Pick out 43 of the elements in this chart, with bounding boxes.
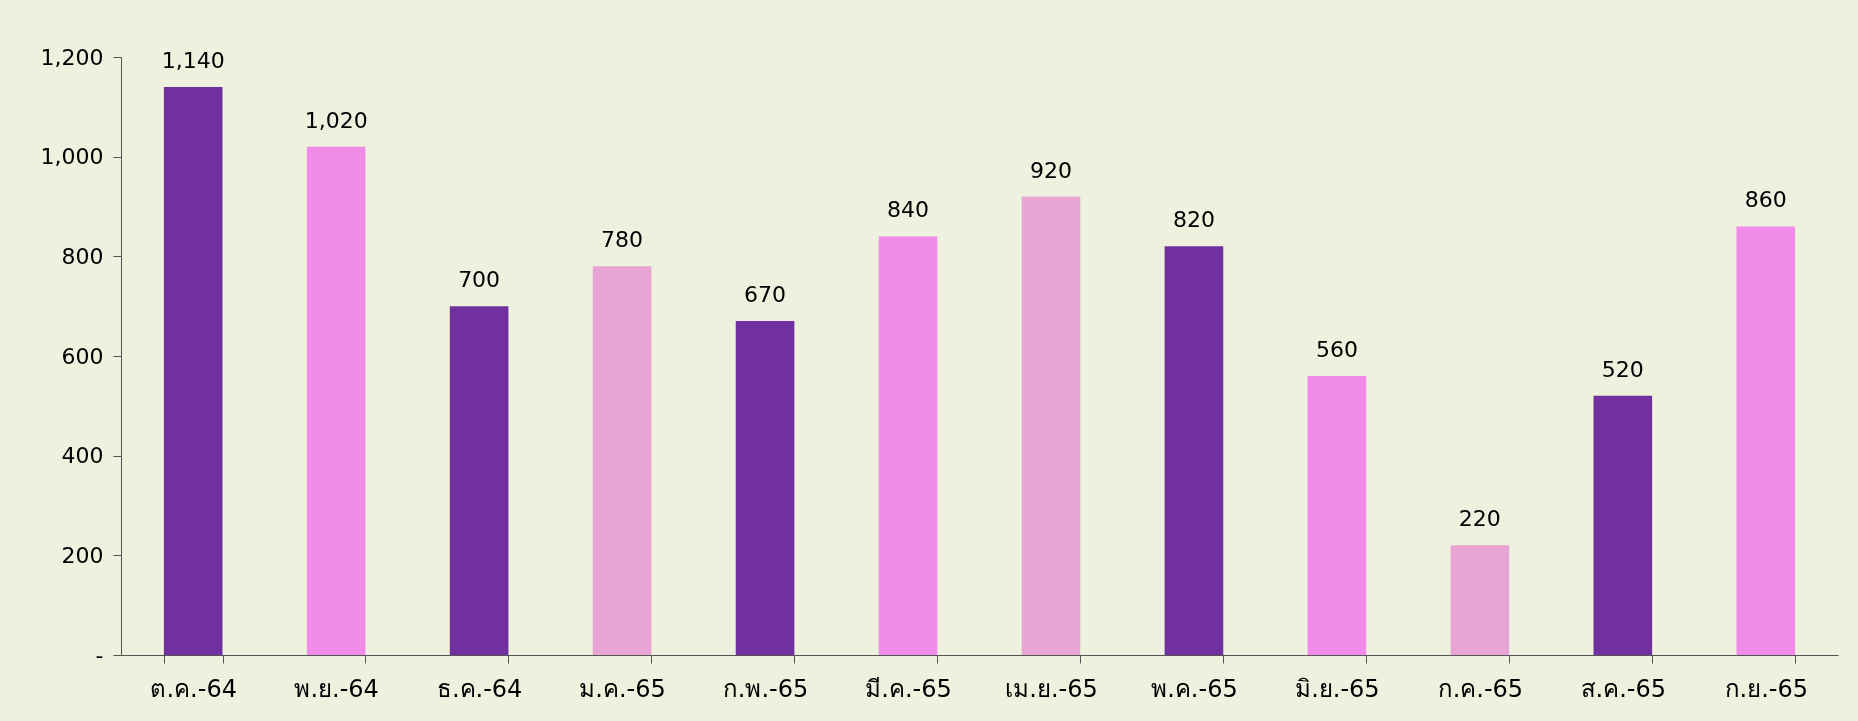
data-label: 670 [744,282,787,308]
x-tick-label: ก.พ.-65 [722,674,809,703]
bar [306,146,366,655]
bar [1736,226,1796,655]
x-tick-label: ก.ย.-65 [1724,674,1809,703]
y-tick-label: 1,200 [40,44,104,70]
x-tick-label: ธ.ค.-64 [436,674,523,703]
bar [592,266,652,655]
data-label: 1,140 [161,47,225,73]
data-label: 560 [1315,336,1358,362]
y-tick-label: 1,000 [40,144,104,170]
y-tick-label: - [95,642,104,668]
x-tick-label: ส.ค.-65 [1580,674,1667,703]
x-tick-label: ม.ค.-65 [579,674,666,703]
bar [449,306,509,655]
data-label: 860 [1744,187,1787,213]
data-label: 840 [887,197,930,223]
x-tick-label: มี.ค.-65 [865,674,952,703]
data-label: 220 [1458,506,1501,532]
data-label: 1,020 [304,107,368,133]
x-tick-label: เม.ย.-65 [1005,674,1098,703]
y-tick-label: 200 [61,542,104,568]
bar [1021,196,1081,655]
bar [1450,545,1510,655]
y-tick-label: 600 [61,343,104,369]
bar [1593,395,1653,655]
bar [735,321,795,655]
x-tick-label: พ.ย.-64 [294,674,379,703]
y-tick-label: 800 [61,243,104,269]
data-label: 700 [458,267,501,293]
x-tick-label: มิ.ย.-65 [1295,674,1380,703]
data-label: 920 [1029,157,1072,183]
bar [1164,246,1224,655]
data-label: 780 [601,227,644,253]
bar [1307,375,1367,655]
y-tick-label: 400 [61,443,104,469]
x-tick-label: ต.ค.-64 [150,674,237,703]
data-label: 820 [1172,207,1215,233]
x-tick-label: พ.ค.-65 [1151,674,1238,703]
data-label: 520 [1601,356,1644,382]
x-tick-label: ก.ค.-65 [1437,674,1524,703]
bar [163,86,223,655]
bar [878,236,938,655]
